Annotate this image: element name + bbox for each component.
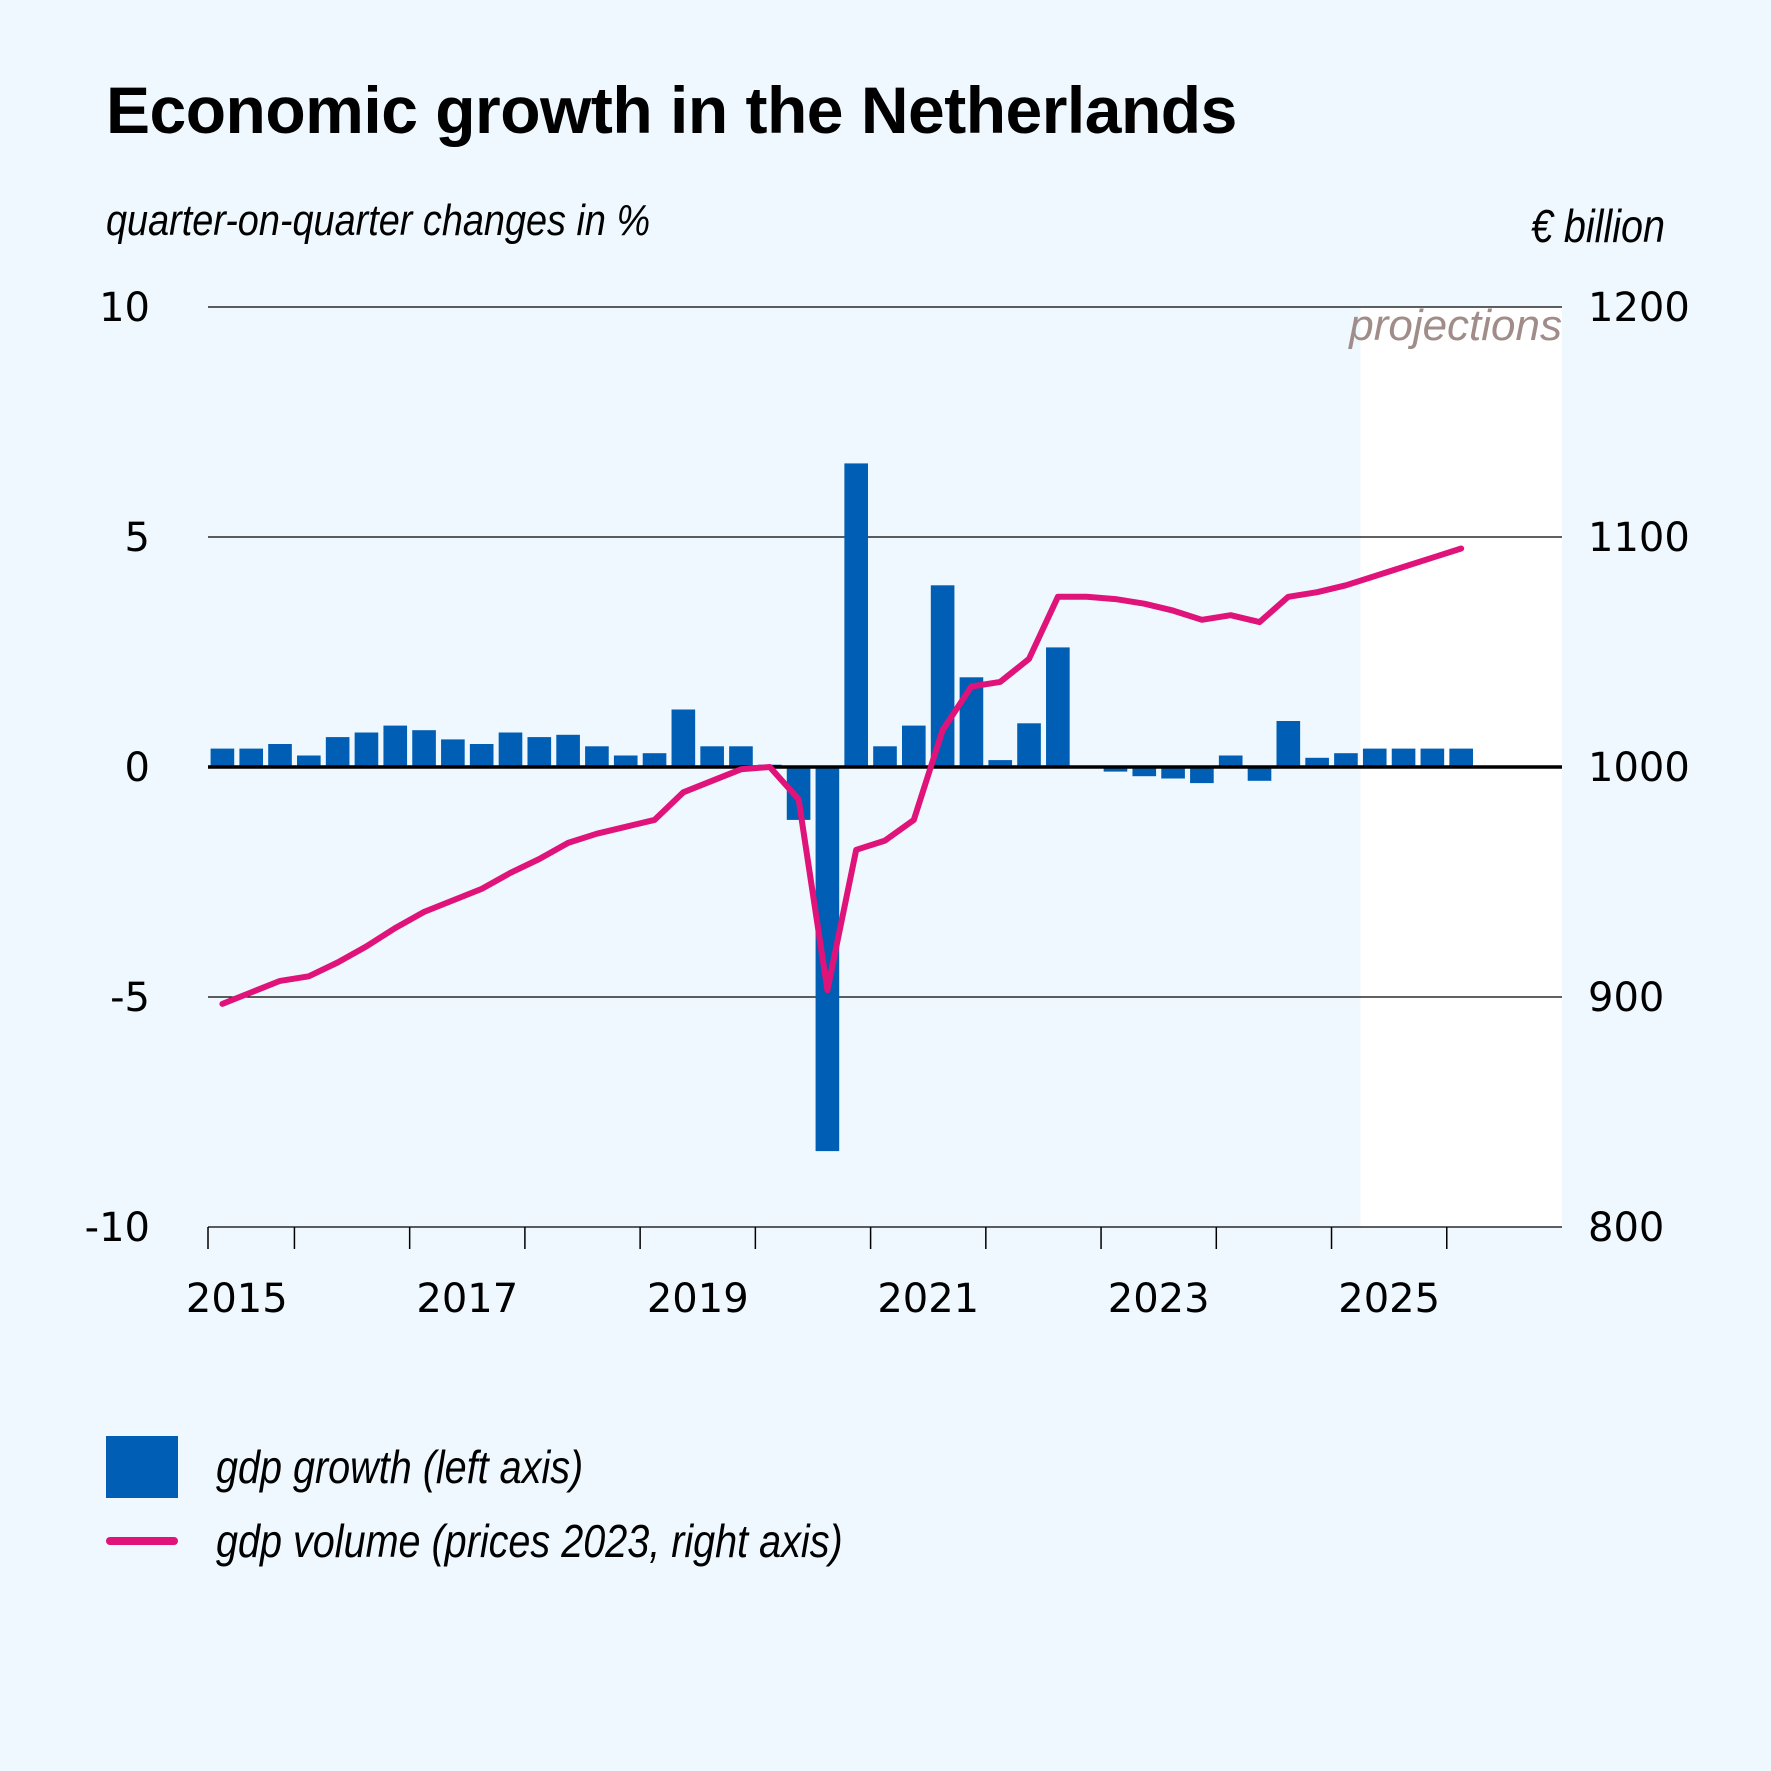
x-tick-label: 2023 xyxy=(1108,1276,1210,1322)
gdp-growth-bar xyxy=(585,746,609,767)
gdp-growth-bar xyxy=(1017,723,1041,767)
x-tick-label: 2021 xyxy=(877,1276,979,1322)
gdp-growth-bar xyxy=(1132,767,1157,777)
gdp-growth-bar xyxy=(268,744,292,767)
gdp-growth-bar xyxy=(325,737,350,767)
gdp-growth-bar xyxy=(297,755,321,767)
gdp-volume-line xyxy=(219,545,1465,1007)
gdp-growth-bar xyxy=(1362,748,1387,767)
gdp-growth-bar xyxy=(1420,748,1445,767)
gdp-growth-bar xyxy=(1449,748,1473,767)
left-tick-label: 5 xyxy=(125,515,150,561)
gdp-growth-bar xyxy=(613,755,638,767)
gdp-growth-bar xyxy=(642,753,667,767)
left-tick-label: -10 xyxy=(85,1205,150,1251)
gdp-growth-bar xyxy=(498,732,523,767)
gdp-growth-bar xyxy=(729,746,753,767)
gdp-growth-bar xyxy=(210,748,235,767)
legend: gdp growth (left axis) gdp volume (price… xyxy=(106,1430,945,1578)
projection-label: projections xyxy=(1347,301,1562,350)
left-tick-label: 0 xyxy=(125,745,150,791)
gdp-growth-bar xyxy=(1046,647,1070,767)
right-tick-label: 1200 xyxy=(1588,285,1690,331)
gdp-growth-bar xyxy=(1391,748,1416,767)
gdp-growth-bar xyxy=(412,730,436,767)
gdp-growth-bar xyxy=(844,463,869,767)
x-tick-label: 2015 xyxy=(186,1276,288,1322)
legend-item-gdp-volume: gdp volume (prices 2023, right axis) xyxy=(106,1504,945,1578)
gdp-growth-bar xyxy=(239,748,264,767)
x-tick-label: 2017 xyxy=(416,1276,518,1322)
right-tick-label: 900 xyxy=(1588,975,1664,1021)
gdp-growth-bar xyxy=(527,737,552,767)
right-tick-label: 1100 xyxy=(1588,515,1690,561)
x-tick-label: 2025 xyxy=(1338,1276,1440,1322)
left-tick-label: 10 xyxy=(99,285,150,331)
right-tick-label: 1000 xyxy=(1588,745,1690,791)
left-axis-label: quarter-on-quarter changes in % xyxy=(106,196,651,245)
legend-swatch-bar xyxy=(106,1436,178,1498)
gdp-growth-bar xyxy=(988,760,1013,767)
gdp-growth-bar xyxy=(1190,767,1214,784)
gdp-growth-bar xyxy=(469,744,494,767)
gdp-growth-bar xyxy=(700,746,724,767)
gdp-growth-bar xyxy=(815,767,840,1152)
gdp-growth-bar xyxy=(1334,753,1358,767)
gdp-growth-bar xyxy=(1305,757,1329,767)
gdp-growth-bar xyxy=(441,739,465,767)
chart-title: Economic growth in the Netherlands xyxy=(106,73,1237,147)
legend-item-gdp-growth: gdp growth (left axis) xyxy=(106,1430,945,1504)
legend-label-gdp-volume: gdp volume (prices 2023, right axis) xyxy=(216,1515,843,1567)
gdp-growth-bar xyxy=(671,709,696,767)
legend-swatch-line xyxy=(106,1537,178,1545)
gdp-growth-bar xyxy=(1276,721,1301,767)
right-axis-label: € billion xyxy=(1530,200,1665,252)
gdp-growth-bar xyxy=(1247,767,1272,781)
gdp-growth-bar xyxy=(556,734,580,767)
left-tick-label: -5 xyxy=(110,975,150,1021)
right-tick-label: 800 xyxy=(1588,1205,1664,1251)
x-tick-label: 2019 xyxy=(647,1276,749,1322)
legend-label-gdp-growth: gdp growth (left axis) xyxy=(216,1441,584,1493)
gdp-growth-bar xyxy=(873,746,897,767)
gdp-growth-bar xyxy=(383,725,408,767)
gdp-growth-bar xyxy=(1103,767,1128,772)
gdp-growth-bar xyxy=(901,725,926,767)
gdp-growth-bar xyxy=(354,732,379,767)
gdp-growth-bar xyxy=(1218,755,1243,767)
gdp-growth-bar xyxy=(786,767,811,820)
gdp-growth-bar xyxy=(1161,767,1185,779)
